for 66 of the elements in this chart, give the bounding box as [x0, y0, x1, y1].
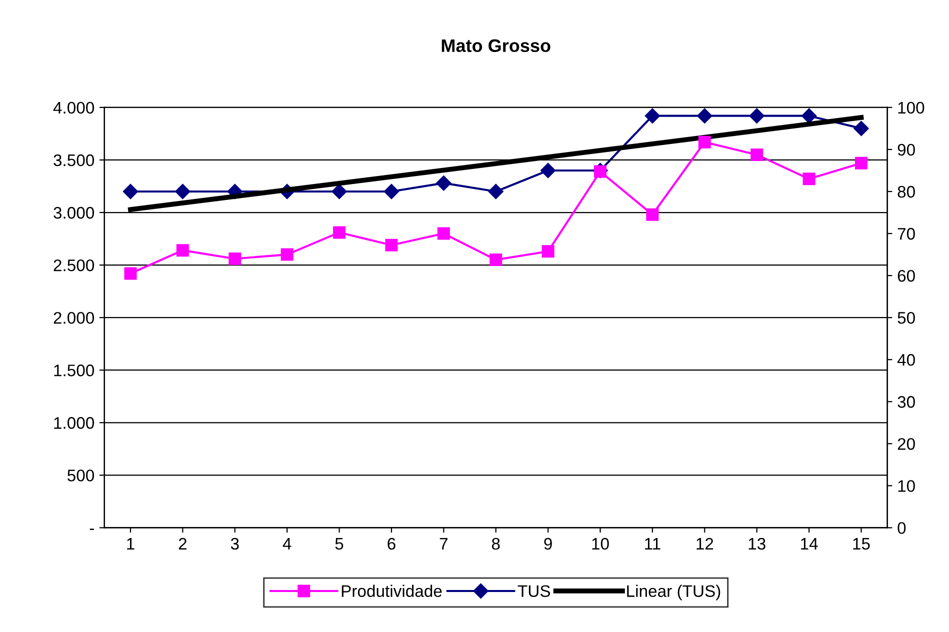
point [228, 252, 242, 265]
point [280, 248, 294, 261]
x-tick-label: 2 [178, 538, 186, 550]
point [488, 184, 504, 200]
y-tick-label: 3.500 [54, 154, 94, 166]
point [644, 108, 660, 124]
x-tick-label: 14 [801, 538, 818, 550]
point [437, 227, 450, 240]
point [801, 108, 817, 124]
y-tick-label: 3.000 [54, 206, 94, 219]
point [490, 254, 502, 266]
point [698, 136, 711, 148]
point [175, 184, 190, 200]
y-tick-label: 4.000 [53, 102, 94, 114]
point [540, 162, 556, 178]
y2-tick-label: 70 [898, 228, 915, 240]
chart-title: Mato Grosso [442, 39, 550, 52]
y2-tick-label: 30 [898, 396, 915, 408]
y2-tick-label: 10 [898, 480, 915, 492]
point [124, 267, 137, 280]
y2-tick-label: 20 [898, 438, 915, 450]
point [176, 244, 189, 257]
point [384, 184, 400, 200]
y2-tick-label: 90 [898, 144, 915, 156]
x-tick-label: 4 [282, 538, 292, 550]
point [749, 108, 764, 124]
x-tick-label: 1 [127, 538, 134, 550]
y-tick-label: 2.500 [54, 259, 94, 272]
x-tick-label: 9 [544, 538, 552, 550]
point [854, 120, 869, 136]
y2-tick-label: 80 [898, 186, 915, 198]
point [646, 208, 659, 221]
y-tick-label: 1.500 [54, 364, 94, 376]
x-tick-label: 6 [388, 538, 396, 550]
point [385, 238, 398, 252]
point [854, 156, 868, 170]
y2-tick-label: 100 [898, 102, 924, 114]
point [697, 108, 712, 124]
point [802, 172, 816, 186]
point [332, 184, 347, 200]
x-tick-label: 5 [335, 538, 344, 550]
x-tick-label: 12 [696, 538, 714, 550]
x-tick-label: 11 [645, 538, 660, 550]
y2-tick-label: 40 [897, 354, 915, 366]
x-tick-label: 13 [748, 538, 766, 550]
y-tick-label: 2.000 [54, 312, 94, 324]
x-tick-label: 3 [230, 538, 239, 550]
y-tick-label: 1.000 [54, 417, 94, 429]
point [750, 148, 764, 161]
x-tick-label: 7 [440, 538, 448, 550]
legend-label: Linear (TUS) [627, 584, 720, 600]
point [122, 184, 138, 200]
point [542, 245, 554, 258]
legend-label: TUS [518, 585, 550, 597]
point [333, 226, 346, 239]
x-tick-label: 10 [592, 538, 609, 550]
y2-tick-label: 60 [898, 270, 915, 282]
y-tick-label: - [90, 528, 94, 530]
x-tick-label: 15 [853, 538, 870, 550]
y-tick-label: 500 [68, 470, 94, 482]
x-tick-label: 8 [492, 538, 500, 550]
y2-tick-label: 0 [898, 522, 906, 534]
point [594, 165, 606, 178]
legend-label: Produtividade [342, 584, 442, 597]
y2-tick-label: 50 [898, 312, 915, 324]
point [436, 176, 452, 191]
